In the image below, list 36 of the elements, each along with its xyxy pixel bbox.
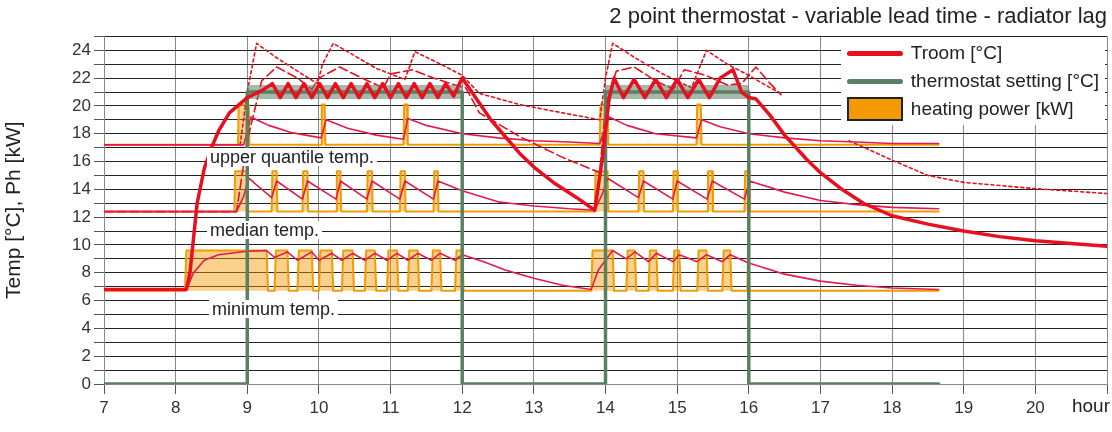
annotation: minimum temp. xyxy=(209,299,339,319)
y-axis-title: Temp [°C], Ph [kW] xyxy=(1,121,25,299)
y-tick-label: 16 xyxy=(72,151,91,171)
y-tick-label: 4 xyxy=(81,318,91,338)
y-tick-label: 18 xyxy=(72,123,91,143)
y-tick-label: 24 xyxy=(72,39,91,59)
x-tick-label: 12 xyxy=(452,397,472,417)
y-tick-label: 22 xyxy=(72,67,91,87)
y-tick-label: 12 xyxy=(72,206,91,226)
x-tick-label: 18 xyxy=(882,397,902,417)
x-tick-label: 20 xyxy=(1025,397,1045,417)
y-tick-label: 0 xyxy=(81,373,91,393)
legend-label: thermostat setting [°C] xyxy=(910,70,1099,93)
y-tick-label: 2 xyxy=(81,345,91,365)
x-tick-label: 7 xyxy=(99,397,109,417)
x-tick-label: 16 xyxy=(739,397,759,417)
y-tick-label: 6 xyxy=(81,290,91,310)
x-tick-label: 14 xyxy=(596,397,615,417)
annotation: upper quantile temp. xyxy=(207,147,378,167)
x-tick-label: 9 xyxy=(242,397,253,417)
legend-label: heating power [kW] xyxy=(910,98,1074,121)
y-tick-label: 10 xyxy=(72,234,91,254)
y-tick-label: 20 xyxy=(72,95,91,115)
x-axis-title: hour xyxy=(1071,394,1111,416)
x-tick-label: 10 xyxy=(309,397,329,417)
x-tick-label: 13 xyxy=(524,397,544,417)
x-tick-label: 15 xyxy=(667,397,687,417)
chart-title: 2 point thermostat - variable lead time - radiator lag xyxy=(609,3,1107,29)
x-tick-label: 19 xyxy=(954,397,974,417)
y-tick-label: 14 xyxy=(72,179,91,199)
annotation: median temp. xyxy=(207,220,323,240)
x-tick-label: 17 xyxy=(810,397,830,417)
x-tick-label: 11 xyxy=(381,397,400,417)
legend-label: Troom [°C] xyxy=(910,42,1003,65)
y-tick-label: 8 xyxy=(81,262,91,282)
x-tick-label: 8 xyxy=(170,397,181,417)
